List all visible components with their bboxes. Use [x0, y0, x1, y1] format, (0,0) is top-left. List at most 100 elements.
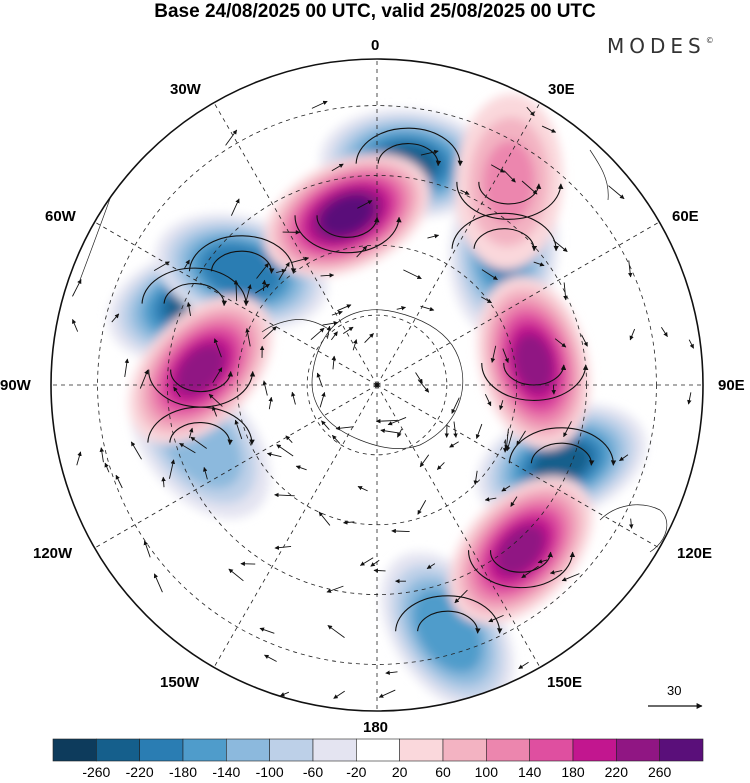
wind-vector — [516, 430, 526, 446]
streamline — [377, 143, 442, 167]
colorbar-tick: 140 — [517, 764, 542, 780]
wind-vector — [225, 129, 238, 146]
wind-vector — [203, 466, 208, 480]
wind-vector — [291, 391, 296, 405]
wind-vector — [274, 492, 295, 498]
streamline — [490, 550, 553, 573]
wind-vector — [230, 198, 240, 216]
colorbar-tick: 220 — [604, 764, 629, 780]
streamline — [456, 181, 564, 220]
wind-vector — [370, 559, 380, 567]
wind-vector — [259, 627, 275, 634]
wind-vector — [333, 690, 345, 699]
wind-vector — [228, 568, 244, 582]
brand-mark: © — [705, 36, 714, 45]
wind-vector — [688, 339, 694, 349]
graticule — [51, 59, 703, 711]
wind-vector — [318, 511, 331, 526]
wind-vector — [549, 570, 563, 575]
wind-vector — [169, 459, 176, 479]
antarctica-coastline — [311, 309, 464, 449]
colorbar-tick: 260 — [647, 764, 672, 780]
wind-vector — [541, 125, 557, 133]
wind-vector — [179, 443, 196, 454]
lon-label-120w: 120W — [33, 545, 73, 562]
wind-vector — [352, 339, 358, 351]
wind-vector — [608, 185, 625, 200]
streamline — [316, 215, 380, 238]
wind-vector — [256, 262, 269, 279]
wind-vector — [115, 474, 123, 489]
meridian-line — [376, 384, 660, 549]
antarctic-peninsula-coast — [261, 319, 331, 333]
wind-vector — [426, 563, 436, 570]
wind-vector — [72, 279, 82, 297]
wind-vector — [660, 327, 668, 337]
australia-coast — [599, 504, 668, 553]
colorbar-swatch — [399, 738, 444, 762]
wind-vector — [419, 454, 430, 468]
wind-vector — [173, 386, 181, 398]
wind-vector — [213, 338, 222, 358]
wind-vector — [490, 345, 497, 363]
anomaly-layer — [320, 195, 374, 236]
brand-name: MODES — [607, 34, 706, 58]
lon-label-180: 180 — [363, 719, 389, 736]
streamline — [417, 610, 481, 634]
wind-vector — [420, 149, 439, 156]
wind-vector — [342, 326, 354, 335]
streamline — [163, 282, 228, 307]
wind-vector — [364, 333, 374, 344]
latitude-circle — [97, 105, 657, 665]
wind-vector — [331, 163, 344, 172]
streamline — [395, 595, 503, 634]
wind-vector — [436, 462, 445, 470]
modes-logo: MODES© — [607, 34, 714, 58]
wind-vector — [451, 397, 460, 414]
wind-vector — [233, 279, 239, 302]
wind-vector — [331, 310, 343, 316]
wind-vector — [262, 380, 268, 396]
wind-vector — [356, 245, 368, 258]
wind-vector — [321, 420, 330, 430]
lon-label-150w: 150W — [160, 674, 200, 691]
meridian-line — [94, 384, 378, 549]
wind-vector — [417, 379, 430, 393]
wind-vector — [521, 180, 538, 195]
lon-label-60w: 60W — [45, 208, 76, 225]
wind-vector — [255, 283, 270, 294]
wind-vector — [484, 393, 492, 407]
positive-anomaly-center — [477, 276, 591, 450]
colorbar-tick: -140 — [212, 764, 241, 780]
wind-vector — [212, 367, 223, 383]
colorbar-swatch — [659, 738, 704, 762]
wind-vector — [385, 670, 398, 675]
wind-vector — [396, 306, 406, 311]
wind-vector — [139, 369, 149, 389]
anomaly-layer — [212, 251, 271, 292]
colorbar-tick: -260 — [82, 764, 111, 780]
wind-vector — [153, 573, 163, 593]
wind-vector — [490, 164, 505, 173]
streamline — [188, 235, 297, 274]
wind-vector — [310, 327, 325, 341]
wind-vector — [403, 269, 422, 280]
wind-vector — [427, 234, 440, 239]
meridian-line — [213, 384, 378, 668]
reference-vector-value: 30 — [667, 683, 682, 698]
wind-vector — [311, 100, 328, 109]
wind-vector — [186, 302, 192, 317]
lon-label-60e: 60E — [672, 208, 699, 225]
wind-vector — [619, 454, 629, 462]
lon-label-120e: 120E — [677, 545, 713, 562]
lon-label-0: 0 — [371, 37, 380, 54]
map-title: Base 24/08/2025 00 UTC, valid 25/08/2025… — [154, 1, 596, 22]
wind-vector — [264, 654, 277, 662]
wind-vector — [279, 691, 290, 697]
wind-vector — [484, 497, 497, 502]
lon-label-30e: 30E — [548, 81, 575, 98]
wind-vector — [449, 441, 459, 448]
wind-vector — [143, 540, 151, 558]
wind-vector — [510, 496, 518, 507]
